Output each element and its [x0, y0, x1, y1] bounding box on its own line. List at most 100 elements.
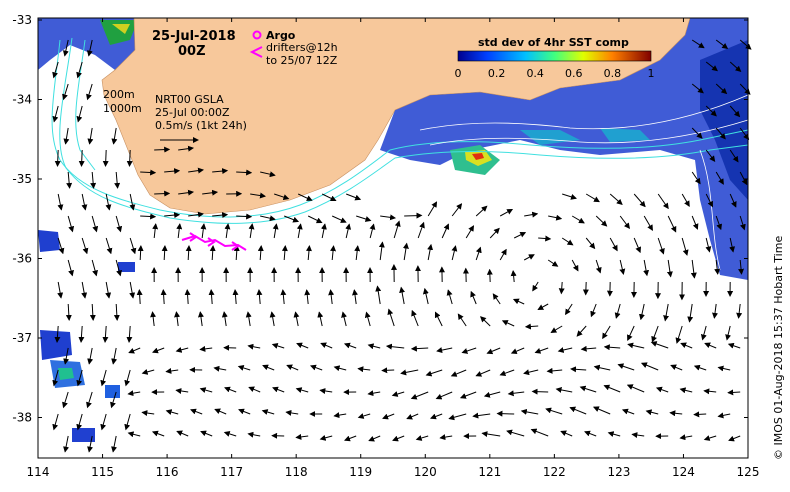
current-vector-arrow — [320, 342, 333, 349]
current-vector-arrow — [481, 431, 501, 438]
current-vector-arrow — [520, 408, 539, 415]
current-vector-arrow — [81, 281, 88, 299]
lon-tick-label: 116 — [156, 465, 179, 479]
current-vector-arrow — [727, 342, 741, 349]
current-vector-arrow — [621, 408, 635, 415]
current-vector-arrow — [499, 209, 514, 217]
current-vector-arrow — [174, 311, 181, 327]
lon-tick-label: 125 — [737, 465, 760, 479]
current-vector-arrow — [87, 347, 94, 365]
current-vector-arrow — [333, 412, 347, 419]
current-vector-arrow — [380, 214, 397, 221]
current-vector-arrow — [271, 343, 285, 349]
lon-tick-label: 124 — [672, 465, 695, 479]
current-vector-arrow — [524, 323, 539, 330]
current-vector-arrow — [400, 369, 419, 376]
legend-drifters: drifters@12h — [266, 41, 338, 54]
current-vector-arrow — [691, 83, 704, 94]
current-vector-arrow — [729, 61, 742, 73]
current-vector-arrow — [165, 367, 179, 374]
current-vector-arrow — [465, 225, 475, 239]
current-vector-arrow — [111, 435, 118, 453]
current-vector-arrow — [285, 409, 299, 416]
current-vector-arrow — [739, 215, 746, 231]
credit-text: © IMOS 01-Aug-2018 15:37 Hobart Time — [772, 236, 785, 460]
lat-tick-label: -38 — [12, 411, 32, 425]
current-vector-arrow — [693, 364, 707, 371]
current-vector-arrow — [274, 193, 290, 200]
current-vector-arrow — [154, 190, 171, 197]
current-vector-arrow — [729, 149, 739, 163]
current-vector-arrow — [213, 365, 227, 372]
current-vector-arrow — [560, 430, 573, 437]
current-vector-arrow — [602, 325, 611, 340]
current-vector-arrow — [321, 193, 337, 202]
depth-label-200m: 200m — [103, 88, 135, 101]
current-vector-arrow — [681, 237, 689, 256]
current-vector-arrow — [655, 386, 669, 393]
current-vector-arrow — [269, 311, 276, 327]
current-vector-arrow — [178, 145, 195, 152]
current-vector-arrow — [114, 171, 121, 189]
current-vector-arrow — [667, 215, 677, 233]
current-vector-arrow — [670, 364, 683, 371]
current-vector-arrow — [111, 347, 118, 365]
current-vector-arrow — [669, 410, 683, 417]
lat-tick-label: -36 — [12, 252, 32, 266]
current-vector-arrow — [472, 412, 491, 419]
current-vector-arrow — [729, 105, 741, 118]
product-name: NRT00 GSLA — [155, 93, 224, 106]
current-vector-arrow — [410, 391, 429, 400]
current-vector-arrow — [631, 432, 645, 439]
colorbar-title: std dev of 4hr SST comp — [478, 36, 629, 49]
lon-tick-label: 119 — [349, 465, 372, 479]
scale-label: 0.5m/s (1kt 24h) — [155, 119, 247, 132]
current-vector-arrow — [378, 241, 385, 261]
current-vector-arrow — [256, 289, 263, 305]
current-vector-arrow — [320, 223, 327, 239]
current-vector-arrow — [480, 316, 491, 327]
current-vector-arrow — [261, 409, 275, 415]
current-vector-arrow — [176, 223, 183, 239]
colorbar-tick-label: 0.2 — [488, 67, 506, 80]
current-vector-arrow — [328, 289, 335, 305]
current-vector-arrow — [141, 368, 155, 375]
current-vector-arrow — [127, 390, 141, 397]
current-vector-arrow — [140, 213, 157, 220]
current-vector-arrow — [385, 343, 405, 350]
current-vector-arrow — [62, 39, 69, 57]
current-vector-arrow — [609, 193, 623, 205]
current-vector-arrow — [715, 83, 728, 95]
current-vector-arrow — [307, 215, 323, 224]
current-vector-arrow — [434, 311, 443, 327]
current-vector-arrow — [507, 390, 525, 397]
current-vector-arrow — [356, 215, 372, 222]
current-vector-arrow — [715, 127, 726, 140]
current-vector-arrow — [406, 413, 419, 420]
current-vector-arrow — [305, 245, 312, 261]
lat-tick-label: -35 — [12, 172, 32, 186]
current-vector-arrow — [357, 413, 371, 419]
current-vector-arrow — [537, 303, 549, 310]
current-vector-arrow — [461, 347, 477, 354]
current-vector-arrow — [643, 259, 650, 277]
current-vector-arrow — [188, 167, 205, 174]
current-vector-arrow — [87, 435, 94, 453]
current-vector-arrow — [208, 289, 215, 305]
current-vector-arrow — [184, 289, 191, 305]
current-vector-arrow — [666, 259, 673, 278]
current-vector-arrow — [715, 215, 723, 231]
current-vector-arrow — [538, 235, 552, 242]
current-vector-arrow — [286, 364, 299, 371]
current-vector-arrow — [161, 245, 168, 261]
current-vector-arrow — [446, 289, 453, 305]
current-vector-arrow — [185, 245, 192, 261]
current-vector-arrow — [224, 386, 237, 393]
current-vector-arrow — [725, 325, 732, 341]
current-vector-arrow — [375, 285, 382, 305]
current-vector-arrow — [54, 325, 61, 343]
current-vector-arrow — [140, 169, 157, 176]
lat-tick-label: -37 — [12, 331, 32, 345]
current-vector-arrow — [565, 303, 573, 316]
current-vector-arrow — [609, 237, 618, 252]
